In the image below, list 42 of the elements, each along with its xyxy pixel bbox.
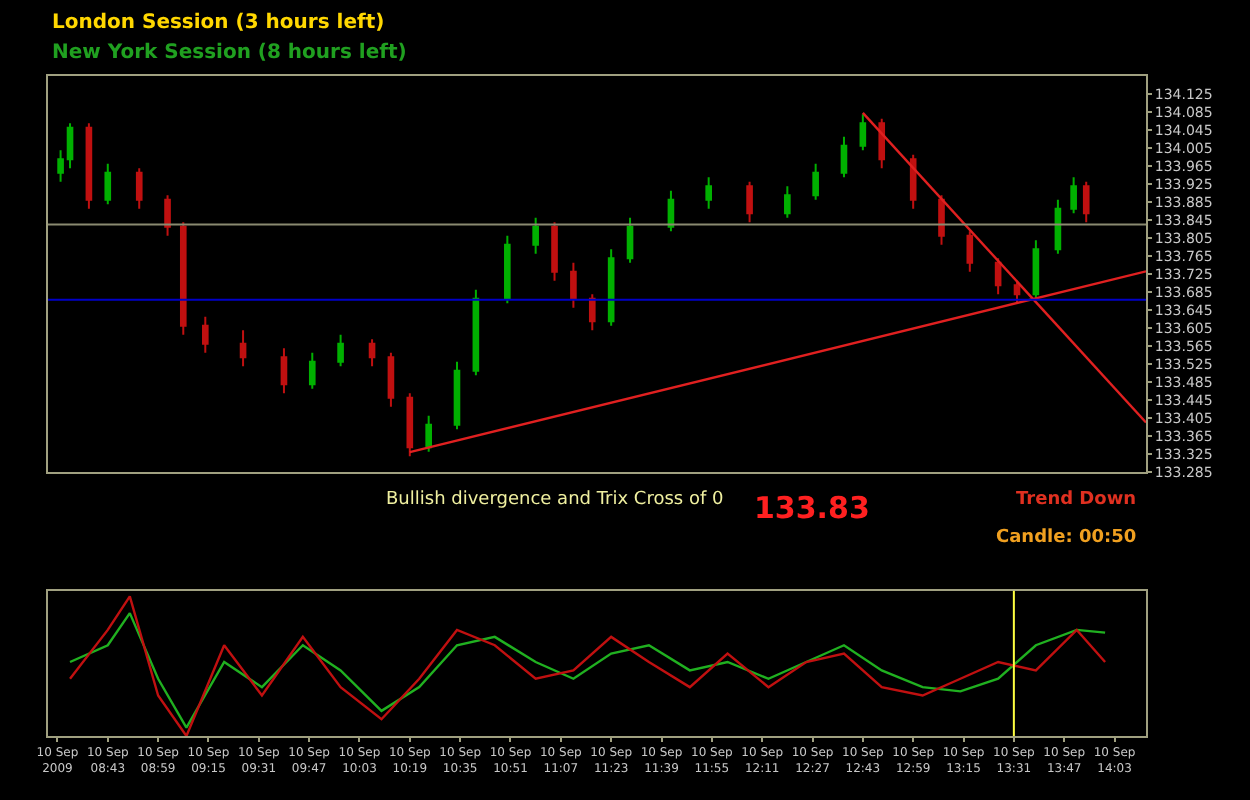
candlestick (909, 153, 917, 210)
candlestick (938, 194, 945, 246)
text: Bullish divergence and Trix Cross of 0 (386, 490, 724, 510)
candlestick (104, 162, 112, 206)
candlestick (812, 162, 819, 201)
candlestick (784, 185, 791, 219)
candlestick (164, 194, 171, 237)
candlestick (308, 351, 316, 390)
chart-title: London Session (3 hours left) (52, 12, 385, 34)
candlestick (878, 117, 886, 170)
candlestick (135, 167, 143, 210)
candlestick (202, 315, 209, 354)
candlestick (504, 234, 511, 305)
candlestick (239, 329, 247, 368)
candlestick (453, 360, 461, 431)
candlestick (1070, 176, 1077, 215)
candlestick (607, 248, 615, 327)
candlestick (705, 176, 712, 210)
candlestick (551, 221, 558, 282)
candlestick (532, 216, 539, 255)
candlestick (626, 216, 634, 264)
text: Trend Down (1016, 490, 1137, 510)
candlestick (387, 351, 395, 408)
candlestick (570, 261, 577, 309)
chart-subtitle: New York Session (8 hours left) (52, 42, 407, 64)
candlestick (280, 347, 288, 395)
candlestick (588, 293, 596, 332)
candlestick (859, 113, 867, 152)
candlestick (179, 221, 187, 336)
candlestick (1032, 239, 1040, 300)
text: Candle: 00:50 (996, 528, 1137, 548)
candlestick (840, 135, 848, 179)
candlestick (406, 392, 414, 458)
candlestick (85, 122, 93, 210)
candlestick (368, 338, 376, 368)
candlestick (746, 180, 753, 224)
candlestick (472, 288, 480, 377)
candlestick (966, 230, 974, 273)
candlestick (1082, 180, 1090, 224)
text: 133.83 (754, 490, 870, 526)
candlestick (425, 414, 432, 453)
candlestick (337, 333, 344, 368)
